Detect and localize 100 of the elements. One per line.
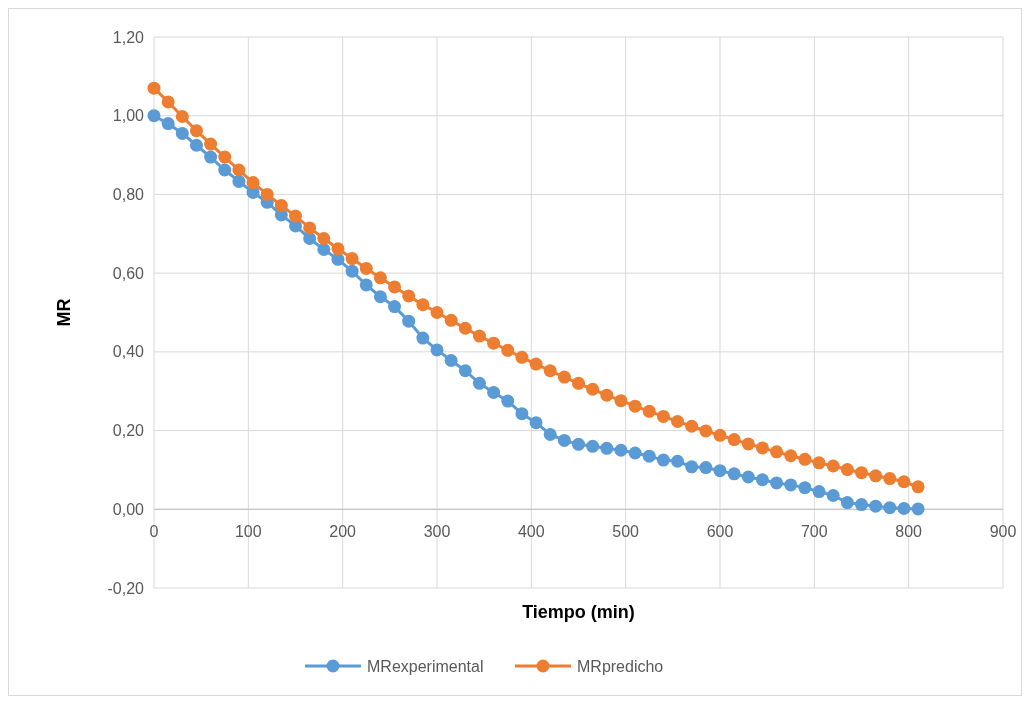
point (515, 407, 529, 421)
point (260, 187, 274, 201)
point (204, 150, 218, 164)
x-tick-label: 400 (517, 522, 545, 540)
point (543, 364, 557, 378)
point (218, 150, 232, 164)
point (600, 441, 614, 455)
point (501, 394, 515, 408)
point (189, 138, 203, 152)
point (897, 502, 911, 515)
point (713, 464, 727, 478)
point (289, 209, 302, 223)
point (727, 433, 741, 447)
point (175, 110, 189, 123)
point (543, 428, 557, 442)
point (331, 252, 345, 266)
point (529, 416, 543, 430)
point (869, 469, 883, 483)
point (586, 382, 600, 396)
point (614, 394, 628, 408)
point (869, 499, 883, 513)
y-tick-label: 1,20 (112, 28, 145, 46)
point (557, 370, 571, 384)
x-tick-label: 900 (989, 522, 1017, 540)
point (812, 456, 826, 470)
point (770, 445, 784, 459)
y-tick-label: 0,40 (112, 343, 145, 361)
point (628, 399, 642, 413)
point (741, 470, 755, 484)
point (161, 117, 175, 131)
x-tick-label: 600 (706, 522, 734, 540)
point (444, 313, 458, 327)
point (402, 289, 416, 303)
point (685, 460, 699, 474)
point (713, 428, 727, 442)
point (147, 81, 161, 95)
point (883, 472, 897, 486)
point (855, 498, 868, 512)
point (331, 242, 345, 256)
point (416, 298, 430, 312)
point (727, 467, 741, 481)
point (911, 480, 925, 494)
point (784, 449, 798, 463)
point (755, 473, 769, 487)
point (897, 475, 911, 489)
point (232, 163, 246, 177)
point (303, 221, 317, 235)
point (685, 419, 699, 433)
point (798, 481, 812, 495)
point (572, 376, 585, 390)
point (741, 437, 755, 451)
point (586, 439, 600, 453)
x-axis-title: Tiempo (min) (522, 602, 635, 622)
point (147, 109, 161, 123)
x-tick-label: 500 (612, 522, 640, 540)
point (572, 437, 585, 451)
point (529, 357, 543, 371)
point (246, 176, 260, 190)
y-tick-label: 1,00 (112, 107, 145, 125)
legend-label: MRexperimental (367, 657, 484, 675)
point (855, 466, 868, 480)
point (204, 137, 218, 151)
point (656, 453, 670, 467)
x-tick-label: 300 (423, 522, 451, 540)
point (487, 336, 501, 350)
point (671, 454, 685, 468)
point (812, 485, 826, 499)
point (458, 321, 472, 335)
point (472, 329, 486, 343)
point (671, 415, 685, 429)
point (458, 364, 472, 378)
point (628, 446, 642, 460)
point (755, 441, 769, 455)
point (359, 278, 373, 292)
point (600, 388, 614, 402)
point (472, 376, 486, 390)
point (642, 449, 656, 463)
y-tick-label: 0,60 (112, 264, 145, 282)
point (515, 350, 529, 364)
point (883, 501, 897, 515)
legend-label: MRpredicho (577, 657, 664, 675)
point (614, 443, 628, 457)
point (911, 502, 925, 516)
point (487, 385, 501, 399)
point (770, 476, 784, 490)
point (161, 95, 175, 109)
point (218, 163, 232, 177)
point (642, 404, 656, 418)
point (826, 459, 840, 473)
point (274, 198, 288, 212)
x-tick-label: 700 (800, 522, 828, 540)
point (345, 264, 359, 278)
point (798, 452, 812, 466)
x-tick-label: 0 (149, 522, 159, 540)
point (303, 232, 317, 246)
point (430, 343, 444, 357)
y-tick-label: 0,00 (112, 500, 145, 518)
point (388, 280, 402, 294)
point (232, 174, 246, 188)
point (826, 489, 840, 503)
